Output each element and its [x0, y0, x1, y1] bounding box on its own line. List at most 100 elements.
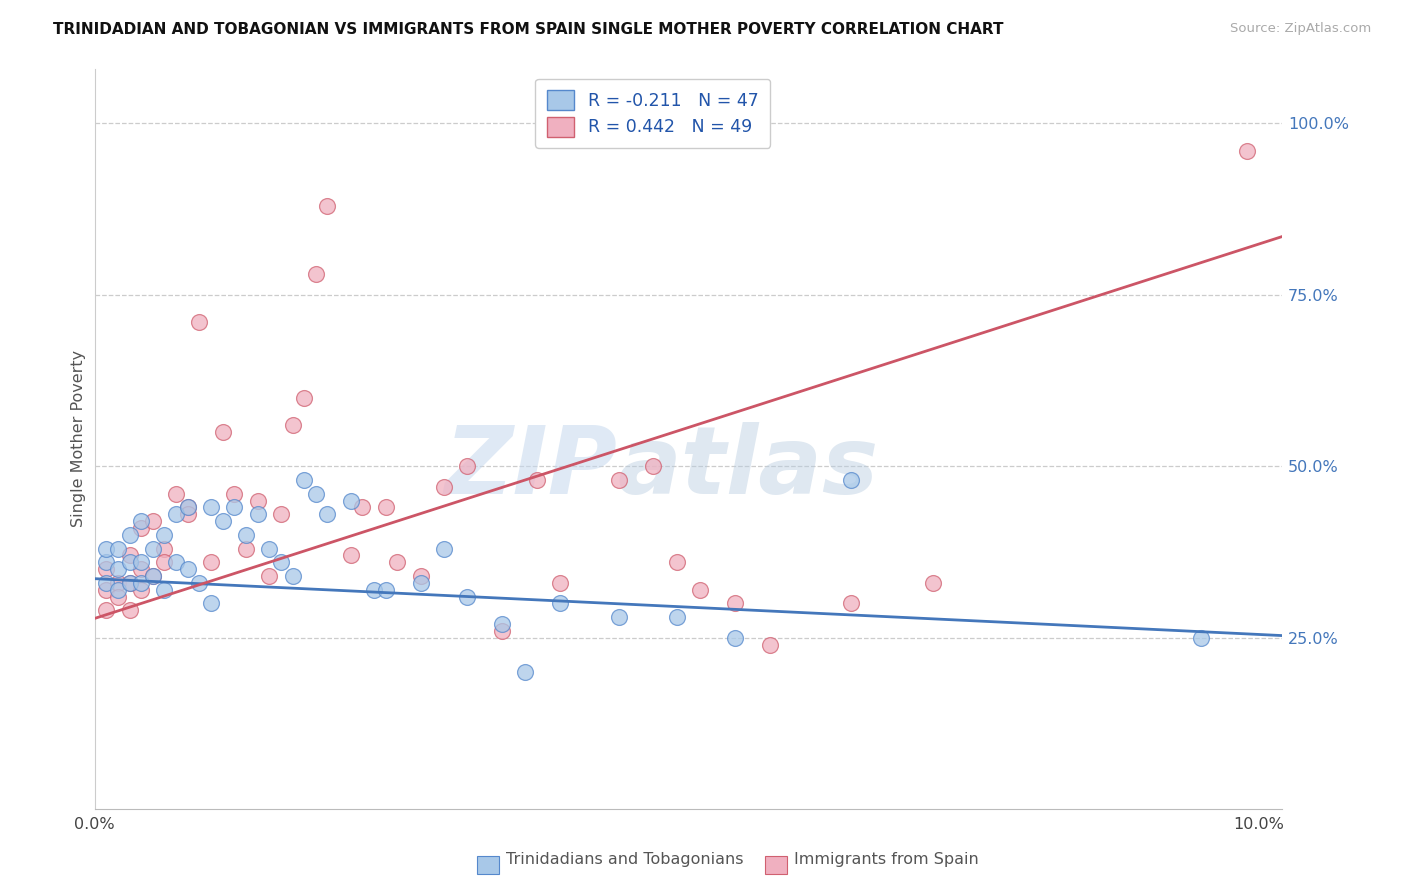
Bar: [765, 856, 787, 874]
Point: [142, 569, 165, 583]
Point: [177, 500, 200, 515]
Point: [177, 507, 200, 521]
Point: [177, 500, 200, 515]
Point: [374, 500, 396, 515]
Point: [188, 315, 211, 329]
Point: [211, 425, 233, 439]
Point: [409, 569, 432, 583]
Text: Trinidadians and Tobagonians: Trinidadians and Tobagonians: [506, 852, 744, 867]
Point: [235, 528, 257, 542]
Text: TRINIDADIAN AND TOBAGONIAN VS IMMIGRANTS FROM SPAIN SINGLE MOTHER POVERTY CORREL: TRINIDADIAN AND TOBAGONIAN VS IMMIGRANTS…: [53, 22, 1004, 37]
Point: [491, 616, 513, 631]
Point: [96, 575, 118, 590]
Point: [433, 541, 456, 556]
Point: [153, 582, 176, 597]
Point: [107, 582, 129, 597]
Point: [257, 541, 280, 556]
Text: Source: ZipAtlas.com: Source: ZipAtlas.com: [1230, 22, 1371, 36]
Point: [526, 473, 548, 487]
Point: [235, 541, 257, 556]
Point: [107, 541, 129, 556]
Point: [246, 493, 269, 508]
Point: [129, 582, 152, 597]
Point: [153, 555, 176, 569]
Point: [118, 603, 141, 617]
Point: [188, 575, 211, 590]
Point: [257, 569, 280, 583]
Point: [339, 493, 361, 508]
Point: [841, 473, 863, 487]
Point: [142, 569, 165, 583]
Point: [96, 541, 118, 556]
Point: [153, 528, 176, 542]
Point: [129, 555, 152, 569]
Point: [129, 562, 152, 576]
Point: [177, 562, 200, 576]
Point: [153, 541, 176, 556]
Point: [129, 514, 152, 528]
Point: [107, 590, 129, 604]
Point: [200, 555, 222, 569]
Point: [107, 562, 129, 576]
Point: [387, 555, 409, 569]
Point: [305, 267, 328, 281]
Y-axis label: Single Mother Poverty: Single Mother Poverty: [72, 351, 86, 527]
Legend: R = -0.211   N = 47, R = 0.442   N = 49: R = -0.211 N = 47, R = 0.442 N = 49: [536, 78, 770, 148]
Point: [665, 555, 688, 569]
Point: [211, 514, 233, 528]
Point: [841, 596, 863, 610]
Point: [118, 555, 141, 569]
Point: [922, 575, 945, 590]
Point: [1236, 144, 1258, 158]
Point: [165, 507, 187, 521]
Point: [316, 199, 339, 213]
Point: [165, 486, 187, 500]
Point: [1189, 631, 1212, 645]
Point: [316, 507, 339, 521]
Point: [374, 582, 396, 597]
Point: [165, 555, 187, 569]
Point: [409, 575, 432, 590]
Point: [456, 590, 478, 604]
Point: [759, 638, 782, 652]
Point: [281, 569, 304, 583]
Point: [270, 507, 292, 521]
Point: [515, 665, 537, 679]
Point: [96, 582, 118, 597]
Point: [142, 514, 165, 528]
Point: [129, 521, 152, 535]
Point: [107, 575, 129, 590]
Point: [305, 486, 328, 500]
Point: [129, 575, 152, 590]
Point: [142, 541, 165, 556]
Point: [224, 486, 246, 500]
Point: [224, 500, 246, 515]
Point: [118, 549, 141, 563]
Point: [96, 603, 118, 617]
Point: [200, 500, 222, 515]
Point: [363, 582, 385, 597]
Text: ZIP: ZIP: [444, 423, 617, 515]
Point: [96, 555, 118, 569]
Point: [643, 459, 665, 474]
Point: [246, 507, 269, 521]
Point: [550, 596, 572, 610]
Point: [456, 459, 478, 474]
Point: [118, 528, 141, 542]
Bar: [477, 856, 499, 874]
Point: [724, 596, 747, 610]
Point: [665, 610, 688, 624]
Text: atlas: atlas: [617, 423, 879, 515]
Point: [724, 631, 747, 645]
Point: [118, 575, 141, 590]
Point: [352, 500, 374, 515]
Point: [292, 391, 315, 405]
Point: [607, 610, 630, 624]
Point: [607, 473, 630, 487]
Point: [96, 562, 118, 576]
Point: [118, 575, 141, 590]
Point: [491, 624, 513, 638]
Point: [339, 549, 361, 563]
Text: Immigrants from Spain: Immigrants from Spain: [794, 852, 979, 867]
Point: [200, 596, 222, 610]
